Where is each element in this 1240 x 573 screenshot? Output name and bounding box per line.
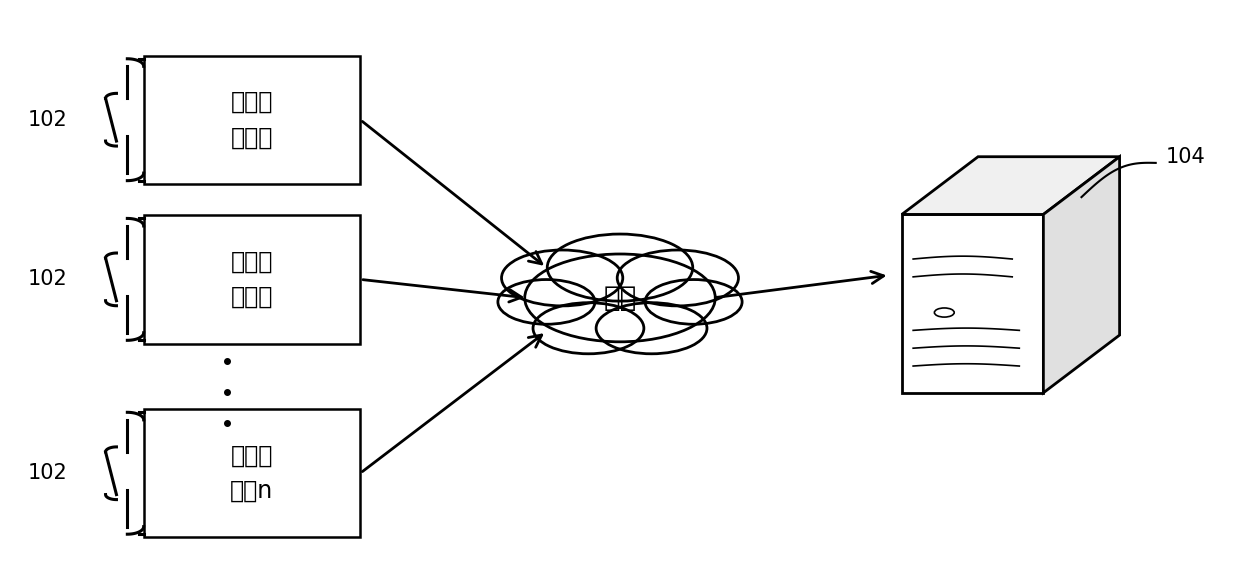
Text: 网络: 网络 [604, 284, 636, 312]
Text: 102: 102 [27, 109, 67, 129]
Text: 102: 102 [27, 463, 67, 483]
Text: 104: 104 [1166, 147, 1205, 167]
Circle shape [498, 280, 595, 324]
Circle shape [525, 254, 715, 342]
Circle shape [645, 280, 742, 324]
Text: 监测点
设备１: 监测点 设备１ [231, 90, 273, 150]
Circle shape [533, 303, 644, 354]
Polygon shape [901, 157, 1120, 214]
Circle shape [547, 234, 693, 301]
Text: 监测点
设备２: 监测点 设备２ [231, 250, 273, 309]
Circle shape [501, 250, 622, 306]
Polygon shape [1043, 157, 1120, 393]
Bar [144, 409, 360, 537]
Polygon shape [901, 214, 1043, 393]
Bar [144, 56, 360, 184]
Circle shape [935, 308, 955, 317]
Text: 102: 102 [27, 269, 67, 289]
Circle shape [618, 250, 739, 306]
Text: 监测点
设备n: 监测点 设备n [231, 444, 274, 503]
Bar [144, 215, 360, 344]
Circle shape [596, 303, 707, 354]
